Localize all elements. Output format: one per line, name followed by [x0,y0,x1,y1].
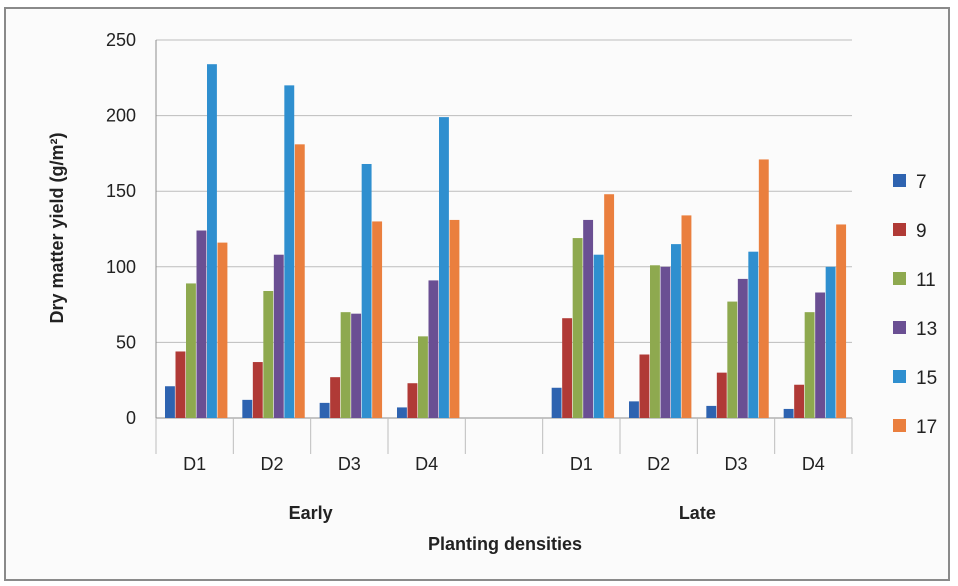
bar-series-11 [572,238,583,418]
x-tick-label: D1 [183,454,206,474]
legend-label: 17 [916,417,937,438]
group-label: Early [289,503,333,523]
bar-series-9 [175,351,186,418]
bar-series-15 [439,117,449,418]
bar-series-17 [604,194,615,418]
bar-series-11 [418,336,428,418]
group-label: Late [679,503,716,523]
bar-series-9 [330,377,341,418]
bar-series-17 [836,224,847,418]
x-axis-title: Planting densities [428,534,582,554]
bar-series-17 [758,159,769,418]
bar-series-11 [650,265,660,418]
legend-swatch [893,174,906,187]
bar-series-9 [407,383,418,418]
bar-series-13 [815,292,826,418]
bar-series-9 [562,318,573,418]
bar-series-17 [372,221,383,418]
y-tick-label: 150 [106,181,136,201]
bar-series-11 [804,312,815,418]
x-tick-label: D3 [338,454,361,474]
legend-swatch [893,419,906,432]
legend-swatch [893,272,906,285]
bar-series-7 [165,386,175,418]
x-tick-label: D4 [802,454,825,474]
bar-series-11 [727,301,738,418]
bar-series-9 [639,354,650,418]
bar-series-13 [737,278,748,418]
bar-series-7 [242,399,253,418]
bar-series-7 [551,387,562,418]
y-axis-title: Dry matter yield (g/m²) [47,132,67,323]
y-tick-label: 100 [106,257,136,277]
bar-series-13 [583,219,594,418]
x-tick-label: D2 [260,454,283,474]
legend-label: 7 [916,172,927,193]
bars [165,64,847,419]
legend-label: 9 [916,221,927,242]
bar-series-13 [273,254,284,418]
y-tick-label: 0 [126,408,136,428]
group-labels: Early Late [289,503,716,523]
bar-series-9 [794,384,805,418]
legend: 7 9 11 13 15 17 [893,172,937,438]
bar-series-9 [716,372,727,418]
legend-label: 15 [916,368,937,389]
y-tick-label: 250 [106,30,136,50]
bar-series-7 [783,408,794,418]
bar-series-17 [294,144,305,418]
bar-series-15 [207,64,217,418]
y-tick-label: 200 [106,106,136,126]
legend-label: 11 [916,270,936,291]
bar-series-7 [397,407,407,418]
bar-series-15 [361,163,372,418]
bar-series-15 [825,266,836,418]
bar-series-15 [284,85,295,419]
bar-series-11 [186,283,196,418]
bar-series-13 [196,230,207,418]
x-tick-labels: D1 D2 D3 D4 D1 D2 D3 D4 [183,454,825,474]
bar-series-17 [449,219,460,418]
bar-series-17 [681,215,692,418]
bar-series-13 [428,280,439,418]
bar-series-11 [340,312,351,418]
bar-series-9 [252,362,263,418]
bar-series-11 [263,290,274,418]
bar-series-7 [629,401,639,418]
y-tick-labels: 0 50 100 150 200 250 [106,30,136,428]
x-tick-label: D3 [724,454,747,474]
bar-series-17 [217,242,228,418]
bar-series-13 [660,266,671,418]
legend-swatch [893,321,906,334]
y-tick-label: 50 [116,332,136,352]
bar-series-15 [748,251,759,418]
chart-frame [4,7,950,581]
legend-label: 13 [916,319,937,340]
x-tick-label: D4 [415,454,438,474]
bar-series-7 [706,405,717,418]
bar-series-7 [319,402,330,418]
bar-series-15 [593,254,604,418]
x-tick-label: D1 [570,454,593,474]
legend-swatch [893,223,906,236]
bar-series-13 [351,313,362,418]
x-tick-label: D2 [647,454,670,474]
legend-swatch [893,370,906,383]
bar-series-15 [671,244,681,418]
